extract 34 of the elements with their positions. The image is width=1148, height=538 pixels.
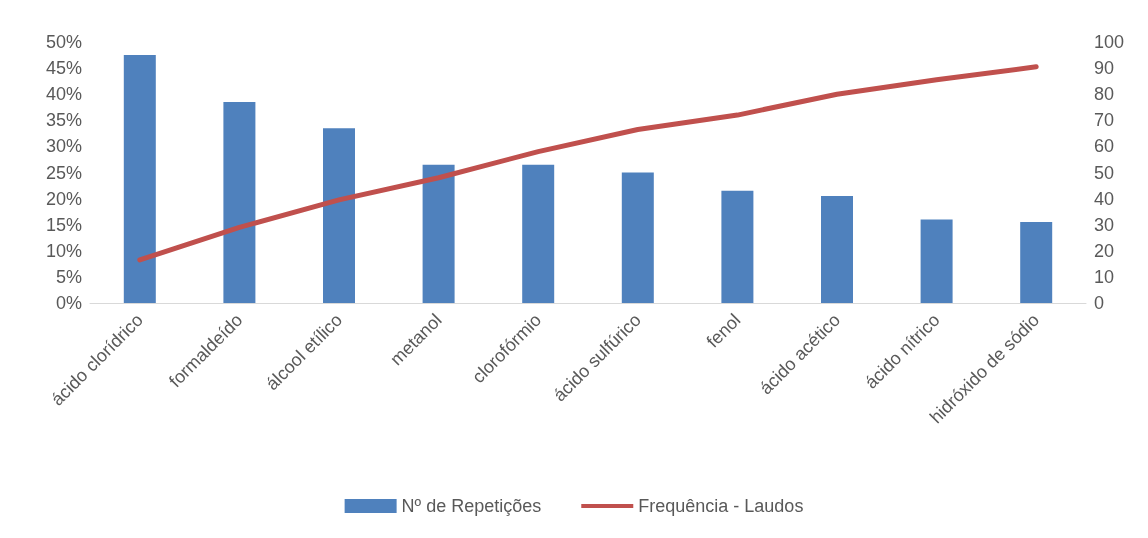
bar <box>223 102 256 303</box>
y-tick-label: 45% <box>45 58 82 79</box>
y2-tick-label: 50 <box>1094 162 1115 183</box>
y-tick-label: 0% <box>55 293 82 313</box>
y2-tick-label: 10 <box>1094 266 1115 287</box>
bar <box>422 164 455 303</box>
y2-tick-label: 0 <box>1094 293 1105 313</box>
bar <box>621 172 654 303</box>
legend-label: Frequência - Laudos <box>638 496 804 516</box>
y2-tick-label: 40 <box>1094 188 1115 209</box>
y-tick-label: 40% <box>45 84 82 105</box>
y-tick-label: 35% <box>45 110 82 131</box>
y2-tick-label: 30 <box>1094 214 1115 235</box>
y-tick-label: 30% <box>45 136 82 157</box>
y-tick-label: 25% <box>45 162 82 183</box>
bar <box>123 55 156 303</box>
legend-label: Nº de Repetições <box>401 496 542 516</box>
y2-tick-label: 20 <box>1094 240 1115 261</box>
y2-tick-label: 100 <box>1094 32 1125 52</box>
y-tick-label: 50% <box>45 32 82 52</box>
bar <box>323 128 355 303</box>
bar <box>1020 222 1053 303</box>
y-tick-label: 20% <box>45 188 82 209</box>
bar <box>920 219 953 303</box>
bar <box>721 190 754 303</box>
y2-tick-label: 70 <box>1094 110 1115 131</box>
y-tick-label: 10% <box>45 240 82 261</box>
y-tick-label: 5% <box>55 266 82 287</box>
y2-tick-label: 60 <box>1094 136 1115 157</box>
y2-tick-label: 90 <box>1094 58 1115 79</box>
bar <box>522 164 555 303</box>
bar <box>821 195 853 303</box>
y-tick-label: 15% <box>45 214 82 235</box>
y2-tick-label: 80 <box>1094 84 1115 105</box>
